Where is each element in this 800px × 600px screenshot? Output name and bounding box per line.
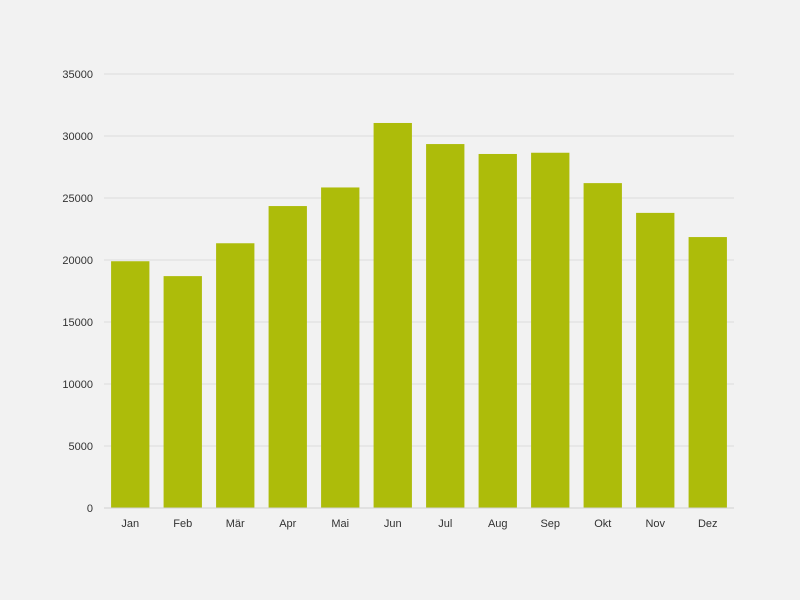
bar-Mär xyxy=(216,243,255,508)
x-tick-label: Mär xyxy=(226,518,245,530)
x-tick-label: Dez xyxy=(698,518,718,530)
x-tick-label: Mai xyxy=(331,518,349,530)
y-tick-label: 0 xyxy=(87,503,93,515)
bar-Jun xyxy=(373,122,412,508)
bar-Aug xyxy=(478,153,517,509)
y-tick-label: 5000 xyxy=(69,441,93,453)
bar-Dez xyxy=(688,237,727,508)
bar-Okt xyxy=(583,183,622,508)
x-tick-label: Jan xyxy=(121,518,139,530)
bar-Feb xyxy=(163,276,202,508)
bar-Mai xyxy=(321,187,360,508)
bars xyxy=(111,122,727,509)
y-tick-label: 30000 xyxy=(62,131,93,143)
bar-Jul xyxy=(426,144,465,508)
bar-Apr xyxy=(268,206,307,508)
bar-Jan xyxy=(111,261,150,508)
y-tick-label: 35000 xyxy=(62,69,93,81)
x-axis-tick-labels: Jan Feb Mär Apr Mai Jun Jul Aug Sep Okt Nov Dez xyxy=(121,518,717,530)
y-tick-label: 20000 xyxy=(62,255,93,267)
x-tick-label: Nov xyxy=(645,518,665,530)
bar-Nov xyxy=(636,212,675,508)
x-tick-label: Okt xyxy=(594,518,611,530)
y-axis-tick-labels: 0 5000 10000 15000 20000 25000 30000 35000 xyxy=(62,69,93,515)
gridlines xyxy=(104,73,734,447)
x-tick-label: Sep xyxy=(540,518,560,530)
y-tick-label: 15000 xyxy=(62,317,93,329)
y-tick-label: 10000 xyxy=(62,379,93,391)
bar-Sep xyxy=(531,152,570,509)
x-tick-label: Feb xyxy=(173,518,192,530)
x-tick-label: Apr xyxy=(279,518,296,530)
x-tick-label: Jul xyxy=(438,518,452,530)
y-tick-label: 25000 xyxy=(62,193,93,205)
x-tick-label: Aug xyxy=(488,518,508,530)
x-tick-label: Jun xyxy=(384,518,402,530)
